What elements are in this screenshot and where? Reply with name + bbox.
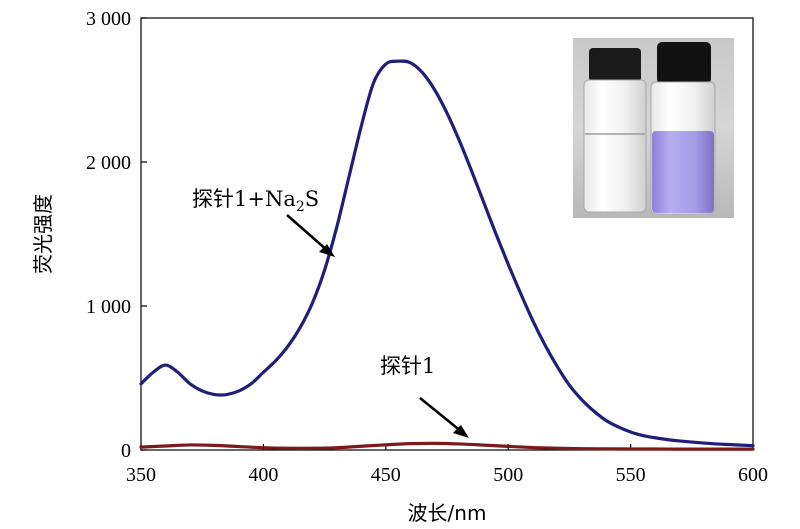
y-tick-label: 0 (121, 440, 131, 462)
plot-frame (140, 17, 754, 451)
annotation-subscript: 2 (296, 199, 305, 215)
x-tick-label: 350 (126, 464, 156, 486)
x-tick-label: 400 (248, 464, 278, 486)
vial-purple (650, 42, 716, 215)
annotation-probe: 探针1 (380, 354, 435, 378)
x-axis-ticks: 350 400 450 500 550 600 (126, 444, 768, 486)
x-tick-label: 600 (738, 464, 768, 486)
x-tick-label: 450 (371, 464, 401, 486)
y-tick-label: 1 000 (86, 296, 131, 318)
arrow-probe (419, 397, 469, 438)
inset-vials-photo (573, 38, 734, 218)
annotation-probe-na2s: 探针1+Na2S (192, 187, 319, 215)
vial-clear (583, 48, 647, 213)
y-axis-ticks: 0 1 000 2 000 3 000 (86, 8, 147, 462)
y-tick-label: 3 000 (86, 8, 131, 30)
x-tick-label: 550 (616, 464, 646, 486)
series-line-probe-na2s (139, 59, 755, 448)
y-tick-label: 2 000 (86, 152, 131, 174)
arrow-probe-na2s (286, 214, 335, 257)
x-tick-label: 500 (493, 464, 523, 486)
series-line-probe (139, 441, 755, 451)
y-axis-label: 荧光强度 (31, 194, 55, 274)
x-axis-label: 波长/nm (408, 501, 487, 525)
